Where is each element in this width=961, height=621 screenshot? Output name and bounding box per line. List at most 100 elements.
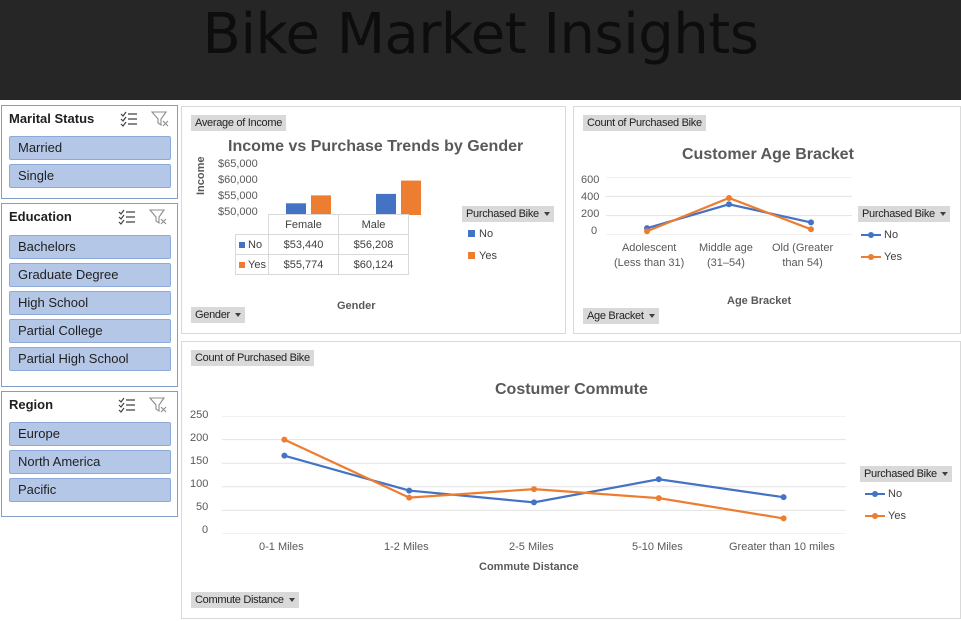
slicer-education: Education Bachelors Graduate Degree High…: [1, 203, 178, 387]
dashboard-header: Bike Market Insights: [0, 0, 961, 100]
y-tick-label: 50: [196, 501, 209, 513]
income-bar-plot: [286, 180, 421, 215]
x-tick-label: 0-1 Miles: [259, 541, 304, 553]
value-field-button[interactable]: Count of Purchased Bike: [583, 115, 706, 131]
data-point-no: [655, 476, 662, 483]
y-tick-label: 400: [581, 191, 600, 203]
commute-chart-panel[interactable]: Count of Purchased Bike Costumer Commute…: [181, 341, 961, 619]
series-label-yes: Yes: [248, 258, 266, 271]
slicer-region: Region Europe North America Pacific: [1, 391, 178, 517]
legend-swatch-no: [239, 241, 245, 248]
y-tick-label: 0: [202, 524, 209, 536]
data-point-yes: [531, 486, 537, 493]
slicer-item-married[interactable]: Married: [9, 136, 171, 160]
multi-select-icon[interactable]: [117, 208, 137, 226]
legend-field-button[interactable]: Purchased Bike: [462, 206, 554, 222]
clear-filter-icon[interactable]: [148, 396, 168, 414]
chart-title: Income vs Purchase Trends by Gender: [228, 138, 524, 155]
data-label: $60,124: [338, 254, 409, 275]
legend-item-yes: Yes: [865, 510, 906, 522]
data-point-no: [281, 452, 288, 459]
data-label: $55,774: [268, 254, 339, 275]
series-line-no: [284, 454, 784, 504]
x-axis-title: Age Bracket: [727, 295, 792, 307]
legend-item-yes: Yes: [861, 251, 902, 263]
slicer-item-graduate-degree[interactable]: Graduate Degree: [9, 263, 171, 287]
multi-select-icon[interactable]: [119, 110, 139, 128]
bar-yes-female: [311, 195, 331, 215]
slicer-title: Marital Status: [9, 111, 95, 126]
slicer-item-high-school[interactable]: High School: [9, 291, 171, 315]
axis-field-button[interactable]: Age Bracket: [583, 308, 659, 324]
y-tick-label: $60,000: [218, 174, 258, 186]
x-tick-label: Middle age (31–54): [699, 242, 753, 269]
chart-title: Customer Age Bracket: [682, 146, 854, 163]
y-tick-label: 150: [190, 455, 209, 467]
slicer-header: Region: [2, 392, 177, 418]
axis-field-button[interactable]: Commute Distance: [191, 592, 299, 608]
data-point-yes: [808, 226, 814, 233]
legend-swatch-yes: [239, 261, 245, 268]
slicer-item-pacific[interactable]: Pacific: [9, 478, 171, 502]
data-point-yes: [406, 494, 413, 501]
y-tick-label: $65,000: [218, 158, 258, 170]
y-tick-label: 600: [581, 174, 600, 186]
data-label: $53,440: [268, 234, 339, 255]
commute-line-plot: [222, 416, 846, 534]
series-line-yes: [283, 438, 784, 520]
y-tick-label: 0: [591, 225, 598, 237]
y-tick-label: 100: [190, 478, 209, 490]
slicer-marital-status: Marital Status Married Single: [1, 105, 178, 199]
x-axis-title: Commute Distance: [479, 561, 579, 573]
data-point-no: [726, 201, 732, 208]
age-line-plot: [606, 177, 852, 235]
legend-field-button[interactable]: Purchased Bike: [858, 206, 950, 222]
clear-filter-icon[interactable]: [150, 110, 170, 128]
slicer-title: Education: [9, 209, 72, 224]
y-tick-label: 250: [190, 409, 209, 421]
data-label: $56,208: [338, 234, 409, 255]
x-tick-label: Old (Greater than 54): [772, 242, 834, 269]
slicer-title: Region: [9, 397, 54, 412]
income-data-table: Female Male No $53,440 $56,208 Yes $55,7…: [235, 214, 409, 275]
slicer-item-north-america[interactable]: North America: [9, 450, 171, 474]
data-point-no: [406, 487, 413, 494]
clear-filter-icon[interactable]: [148, 208, 168, 226]
data-point-yes: [644, 228, 650, 235]
legend-field-button[interactable]: Purchased Bike: [860, 466, 952, 482]
y-axis-title: Income: [195, 156, 207, 195]
legend-item-no: No: [865, 488, 902, 500]
category-label-male: Male: [338, 214, 409, 235]
y-tick-label: 200: [190, 432, 209, 444]
series-line-no: [646, 203, 812, 230]
bar-yes-male: [401, 180, 421, 215]
income-chart-panel[interactable]: Average of Income Income vs Purchase Tre…: [181, 106, 566, 334]
multi-select-icon[interactable]: [117, 396, 137, 414]
slicer-item-partial-college[interactable]: Partial College: [9, 319, 171, 343]
age-chart-panel[interactable]: Count of Purchased Bike Customer Age Bra…: [573, 106, 961, 334]
slicer-item-europe[interactable]: Europe: [9, 422, 171, 446]
x-tick-label: 2-5 Miles: [509, 541, 554, 553]
value-field-button[interactable]: Count of Purchased Bike: [191, 350, 314, 366]
x-axis-title: Gender: [337, 300, 376, 312]
x-tick-label: Adolescent (Less than 31): [614, 242, 685, 269]
x-tick-label: 5-10 Miles: [632, 541, 683, 553]
data-point-no: [531, 499, 537, 506]
slicer-header: Education: [2, 204, 177, 230]
x-tick-label: 1-2 Miles: [384, 541, 429, 553]
data-point-yes: [780, 515, 787, 522]
axis-field-button[interactable]: Gender: [191, 307, 245, 323]
legend-item-no: No: [468, 228, 493, 240]
category-label-female: Female: [268, 214, 339, 235]
data-point-yes: [281, 436, 288, 443]
series-label-no: No: [248, 238, 263, 251]
slicer-item-single[interactable]: Single: [9, 164, 171, 188]
legend-item-yes: Yes: [468, 250, 497, 262]
slicer-item-bachelors[interactable]: Bachelors: [9, 235, 171, 259]
value-field-button[interactable]: Average of Income: [191, 115, 287, 131]
bar-no-female: [286, 203, 306, 215]
y-tick-label: 200: [581, 208, 600, 220]
x-tick-label: Greater than 10 miles: [729, 541, 835, 553]
data-point-yes: [726, 194, 732, 201]
slicer-item-partial-high-school[interactable]: Partial High School: [9, 347, 171, 371]
